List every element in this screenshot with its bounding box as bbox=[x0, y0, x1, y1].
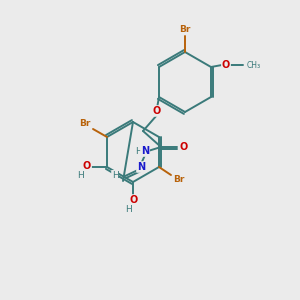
Text: O: O bbox=[153, 106, 161, 116]
Text: N: N bbox=[141, 146, 149, 156]
Text: O: O bbox=[222, 60, 230, 70]
Text: Br: Br bbox=[173, 176, 185, 184]
Text: Br: Br bbox=[179, 25, 191, 34]
Text: H: H bbox=[124, 205, 131, 214]
Text: N: N bbox=[137, 162, 145, 172]
Text: H: H bbox=[135, 146, 141, 155]
Text: H: H bbox=[76, 170, 83, 179]
Text: O: O bbox=[83, 161, 91, 171]
Text: CH₃: CH₃ bbox=[247, 61, 261, 70]
Text: H: H bbox=[112, 170, 118, 179]
Text: O: O bbox=[130, 195, 138, 205]
Text: O: O bbox=[180, 142, 188, 152]
Text: Br: Br bbox=[79, 119, 91, 128]
